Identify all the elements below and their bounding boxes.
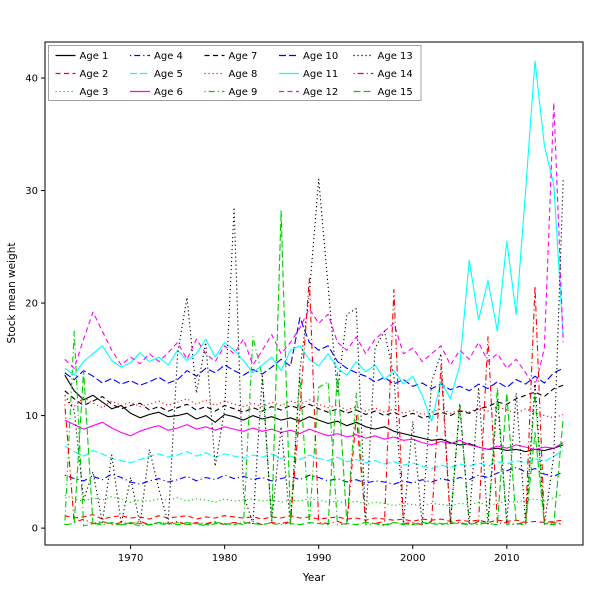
series-line-age-4 (64, 466, 564, 485)
y-tick-label: 10 (25, 411, 38, 422)
legend-item-age-5: Age 5 (130, 69, 183, 80)
plot-frame (44, 41, 584, 546)
legend-label: Age 4 (154, 51, 183, 62)
legend-item-age-4: Age 4 (130, 51, 183, 62)
series-line-age-5 (64, 445, 564, 470)
series-line-age-10 (64, 317, 564, 392)
legend-label: Age 1 (80, 51, 109, 62)
legend-item-age-8: Age 8 (204, 69, 258, 80)
series-line-age-3 (64, 493, 564, 507)
legend-label: Age 7 (229, 51, 258, 62)
plot-area (64, 60, 564, 527)
legend-label: Age 9 (229, 87, 258, 98)
series-line-age-6 (64, 419, 564, 450)
series-line-age-14 (64, 277, 564, 526)
series-line-age-2 (64, 514, 564, 524)
series-line-age-8 (64, 397, 564, 419)
legend: Age 1 Age 2 Age 3 Age 4 Age 5 Age 6 Age 7 Age 8… (48, 45, 422, 101)
legend-item-age-6: Age 6 (130, 87, 183, 98)
series-line-age-13 (64, 178, 564, 526)
y-axis-title: Stock mean weight (6, 243, 18, 344)
legend-item-age-14: Age 14 (353, 69, 413, 80)
legend-label: Age 8 (229, 69, 258, 80)
series-line-age-11 (64, 60, 564, 422)
legend-label: Age 10 (303, 51, 338, 62)
legend-label: Age 6 (154, 87, 183, 98)
legend-item-age-9: Age 9 (204, 87, 258, 98)
legend-label: Age 14 (378, 69, 413, 80)
axes: 1970 1980 1990 2000 2010 0 10 20 30 40 (25, 41, 584, 564)
x-tick-label: 2000 (400, 553, 425, 564)
legend-label: Age 2 (80, 69, 109, 80)
series-line-age-9 (64, 330, 564, 527)
legend-label: Age 11 (303, 69, 338, 80)
y-tick-label: 40 (25, 74, 38, 85)
series-line-age-7 (64, 384, 564, 419)
legend-item-age-12: Age 12 (279, 87, 338, 98)
x-tick-label: 2010 (494, 553, 519, 564)
legend-item-age-2: Age 2 (55, 69, 109, 80)
series-line-age-12 (64, 102, 564, 389)
legend-label: Age 12 (303, 87, 338, 98)
legend-label: Age 5 (154, 69, 183, 80)
legend-item-age-3: Age 3 (55, 87, 109, 98)
legend-item-age-15: Age 15 (353, 87, 413, 98)
y-tick-label: 20 (25, 299, 38, 310)
legend-item-age-13: Age 13 (353, 51, 413, 62)
legend-item-age-7: Age 7 (204, 51, 258, 62)
series-line-age-15 (64, 210, 564, 526)
legend-item-age-1: Age 1 (55, 51, 109, 62)
legend-label: Age 15 (378, 87, 413, 98)
y-tick-label: 0 (32, 524, 38, 535)
x-tick-label: 1980 (212, 553, 237, 564)
x-tick-label: 1970 (118, 553, 143, 564)
x-axis-title: Year (302, 572, 326, 584)
x-tick-label: 1990 (306, 553, 331, 564)
legend-label: Age 13 (378, 51, 413, 62)
legend-item-age-10: Age 10 (279, 51, 338, 62)
legend-label: Age 3 (80, 87, 109, 98)
y-tick-label: 30 (25, 186, 38, 197)
legend-item-age-11: Age 11 (279, 69, 338, 80)
